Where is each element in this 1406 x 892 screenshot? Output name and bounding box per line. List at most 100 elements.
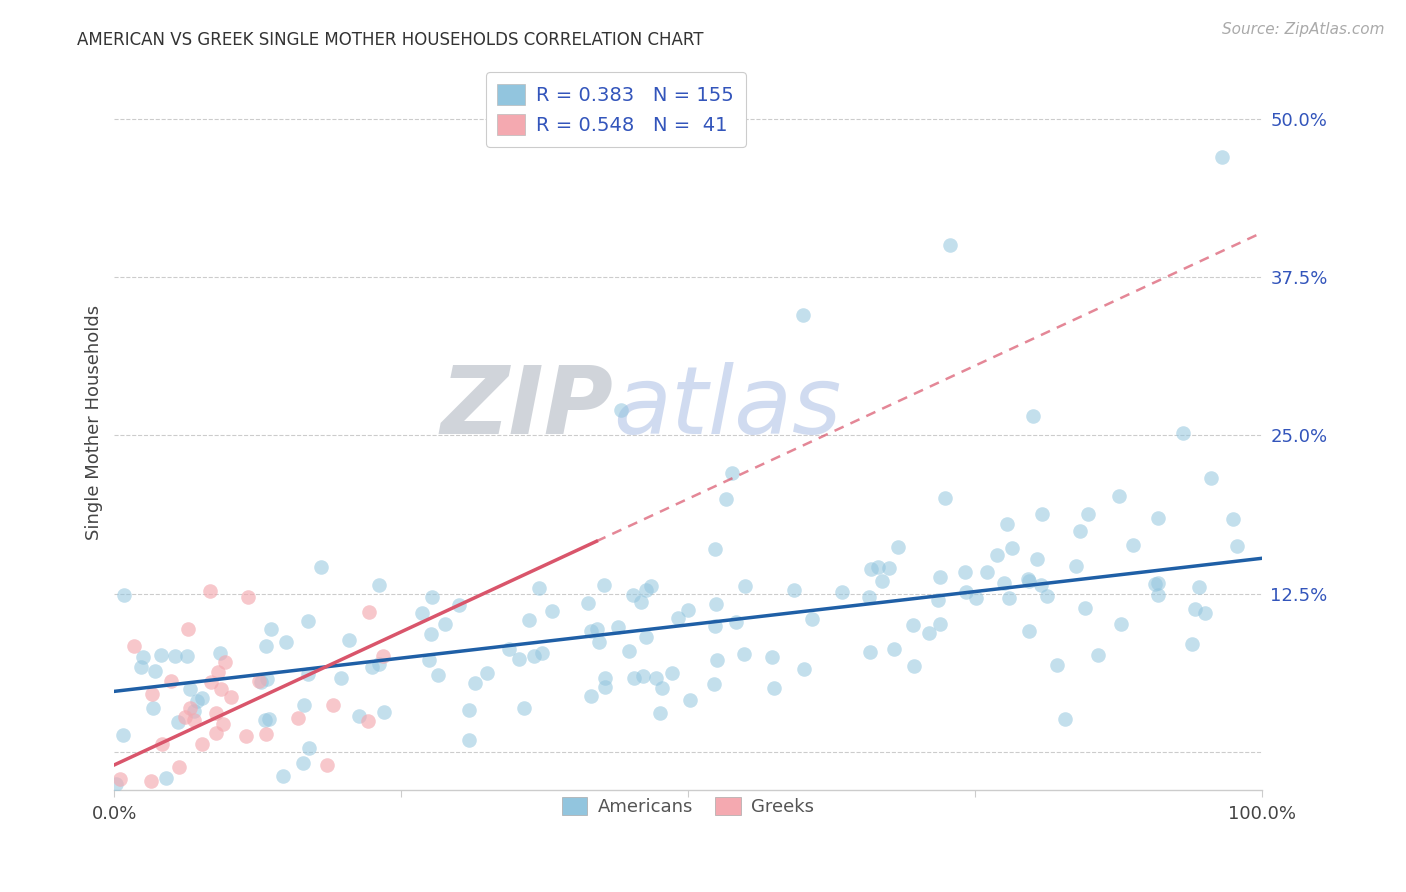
Americans bbox=[1022, 409, 1045, 424]
Americans bbox=[783, 583, 806, 598]
Americans bbox=[1184, 602, 1206, 616]
Americans bbox=[976, 565, 998, 579]
Americans bbox=[1147, 511, 1170, 525]
Americans bbox=[1171, 425, 1194, 440]
Americans bbox=[634, 582, 657, 597]
Americans bbox=[1222, 512, 1244, 526]
Americans bbox=[167, 715, 190, 730]
Greeks bbox=[195, 795, 218, 809]
Americans bbox=[1031, 507, 1053, 521]
Americans bbox=[186, 694, 208, 708]
Americans bbox=[703, 619, 725, 633]
Greeks bbox=[108, 772, 131, 786]
Americans bbox=[576, 596, 599, 610]
Americans bbox=[155, 771, 177, 785]
Americans bbox=[585, 622, 607, 636]
Americans bbox=[132, 649, 155, 664]
Greeks bbox=[179, 701, 201, 715]
Americans bbox=[704, 597, 727, 611]
Americans bbox=[928, 617, 950, 632]
Greeks bbox=[316, 757, 339, 772]
Americans bbox=[763, 681, 786, 695]
Americans bbox=[1025, 552, 1047, 566]
Legend: Americans, Greeks: Americans, Greeks bbox=[553, 788, 824, 825]
Greeks bbox=[236, 590, 259, 604]
Americans bbox=[292, 756, 315, 770]
Americans bbox=[640, 579, 662, 593]
Americans bbox=[623, 671, 645, 685]
Americans bbox=[420, 627, 443, 641]
Americans bbox=[1146, 588, 1168, 602]
Americans bbox=[367, 657, 389, 672]
Americans bbox=[993, 576, 1015, 591]
Greeks bbox=[207, 665, 229, 679]
Americans bbox=[508, 652, 530, 666]
Greeks bbox=[219, 690, 242, 704]
Americans bbox=[165, 648, 187, 663]
Americans bbox=[1018, 624, 1040, 638]
Americans bbox=[271, 769, 294, 783]
Americans bbox=[209, 646, 232, 660]
Americans bbox=[1199, 471, 1222, 485]
Greeks bbox=[118, 793, 141, 807]
Americans bbox=[965, 591, 987, 605]
Americans bbox=[706, 653, 728, 667]
Americans bbox=[411, 606, 433, 620]
Americans bbox=[1211, 149, 1233, 163]
Americans bbox=[592, 578, 614, 592]
Americans bbox=[703, 676, 725, 690]
Americans bbox=[1031, 578, 1053, 592]
Americans bbox=[792, 308, 814, 322]
Text: Source: ZipAtlas.com: Source: ZipAtlas.com bbox=[1222, 22, 1385, 37]
Americans bbox=[858, 590, 880, 604]
Americans bbox=[630, 594, 652, 608]
Americans bbox=[724, 615, 747, 629]
Americans bbox=[859, 562, 882, 576]
Americans bbox=[142, 700, 165, 714]
Americans bbox=[593, 671, 616, 685]
Americans bbox=[1046, 657, 1069, 672]
Americans bbox=[1226, 540, 1249, 554]
Americans bbox=[253, 713, 276, 727]
Greeks bbox=[191, 738, 214, 752]
Americans bbox=[1108, 489, 1130, 503]
Text: AMERICAN VS GREEK SINGLE MOTHER HOUSEHOLDS CORRELATION CHART: AMERICAN VS GREEK SINGLE MOTHER HOUSEHOL… bbox=[77, 31, 704, 49]
Americans bbox=[927, 593, 949, 607]
Greeks bbox=[209, 682, 232, 697]
Americans bbox=[418, 653, 440, 667]
Americans bbox=[953, 565, 976, 579]
Americans bbox=[714, 491, 737, 506]
Americans bbox=[434, 616, 457, 631]
Americans bbox=[311, 559, 333, 574]
Americans bbox=[883, 642, 905, 657]
Greeks bbox=[139, 796, 162, 810]
Americans bbox=[1109, 616, 1132, 631]
Americans bbox=[475, 666, 498, 681]
Americans bbox=[955, 585, 977, 599]
Greeks bbox=[183, 713, 205, 727]
Americans bbox=[179, 682, 201, 697]
Americans bbox=[183, 705, 205, 719]
Americans bbox=[721, 467, 744, 481]
Americans bbox=[1087, 648, 1109, 662]
Americans bbox=[1064, 559, 1087, 574]
Americans bbox=[256, 672, 278, 686]
Greeks bbox=[254, 726, 277, 740]
Greeks bbox=[160, 674, 183, 689]
Americans bbox=[621, 588, 644, 602]
Americans bbox=[292, 698, 315, 713]
Americans bbox=[143, 664, 166, 678]
Greeks bbox=[373, 649, 395, 664]
Greeks bbox=[231, 796, 253, 810]
Americans bbox=[339, 633, 361, 648]
Americans bbox=[831, 584, 853, 599]
Americans bbox=[176, 648, 198, 663]
Americans bbox=[105, 777, 128, 791]
Americans bbox=[579, 689, 602, 703]
Americans bbox=[297, 614, 319, 628]
Americans bbox=[588, 634, 610, 648]
Greeks bbox=[356, 714, 378, 728]
Americans bbox=[929, 570, 952, 584]
Americans bbox=[998, 591, 1021, 605]
Americans bbox=[650, 706, 672, 720]
